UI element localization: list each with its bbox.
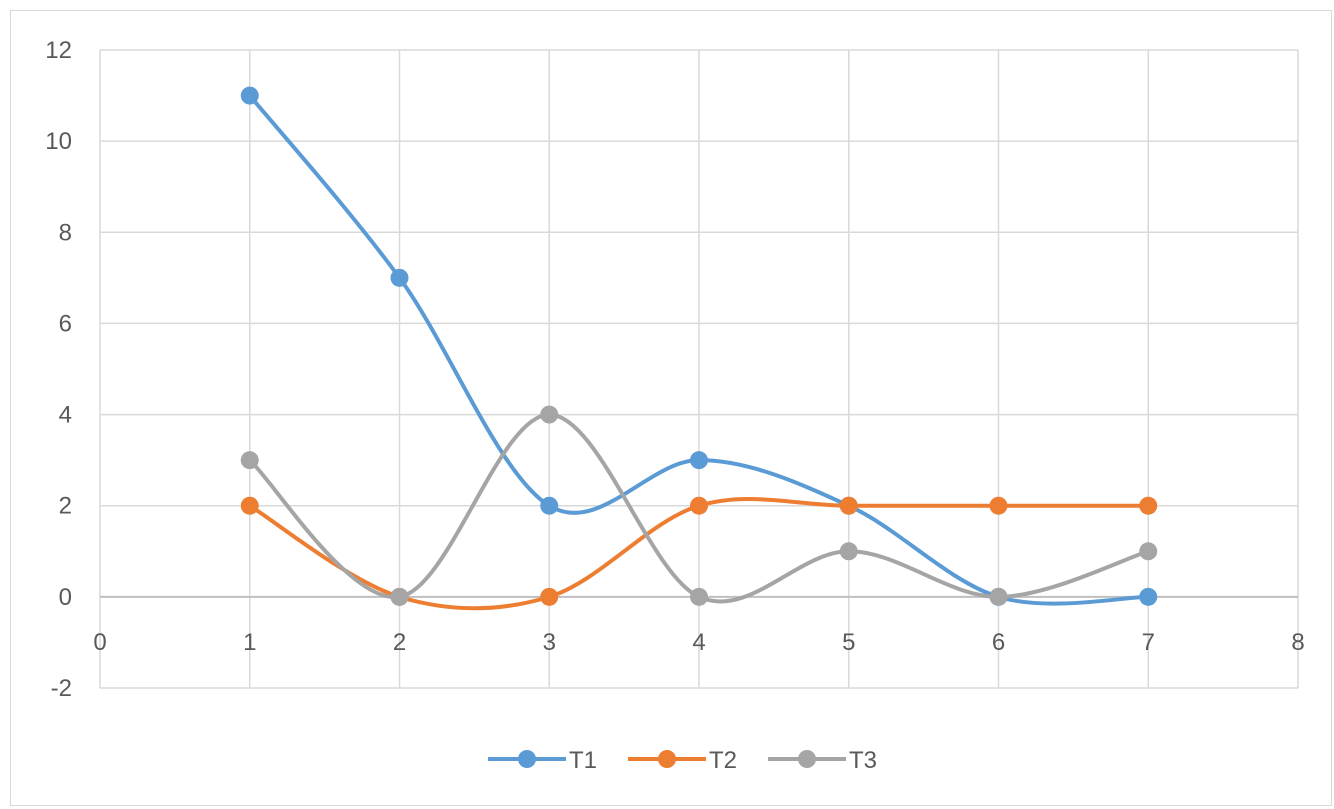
y-tick-label: 8 xyxy=(59,219,72,246)
x-tick-label: 3 xyxy=(543,629,556,656)
data-point xyxy=(1139,542,1158,561)
y-axis-tick-labels: -2 0 2 4 6 8 10 12 xyxy=(45,37,72,702)
x-tick-label: 2 xyxy=(393,629,406,656)
gridlines xyxy=(99,49,1299,689)
data-point xyxy=(240,451,259,470)
series-group xyxy=(240,86,1158,611)
data-point xyxy=(989,587,1008,606)
legend-item-t1: T1 xyxy=(488,747,597,774)
x-tick-label: 4 xyxy=(692,629,705,656)
y-tick-label: 4 xyxy=(59,402,72,429)
legend-item-t3: T3 xyxy=(768,747,877,774)
data-point xyxy=(690,451,708,470)
x-tick-label: 7 xyxy=(1142,629,1155,656)
data-point xyxy=(540,496,559,515)
x-axis-tick-labels: 0 1 2 3 4 5 6 7 8 xyxy=(93,629,1304,656)
data-point xyxy=(240,496,259,515)
x-tick-label: 5 xyxy=(842,629,855,656)
y-tick-label: 2 xyxy=(59,493,72,520)
y-tick-label: -2 xyxy=(51,675,72,702)
y-tick-label: 0 xyxy=(59,584,72,611)
data-point xyxy=(839,496,858,515)
legend-label: T1 xyxy=(569,747,597,774)
data-point xyxy=(1139,496,1158,515)
x-tick-label: 1 xyxy=(243,629,256,656)
data-point xyxy=(390,587,409,606)
data-point xyxy=(690,587,708,606)
legend-item-t2: T2 xyxy=(628,747,737,774)
data-point xyxy=(1139,587,1158,606)
x-tick-label: 0 xyxy=(93,629,106,656)
legend-swatch-marker xyxy=(658,750,676,768)
x-tick-label: 6 xyxy=(992,629,1005,656)
y-tick-label: 10 xyxy=(45,128,72,155)
data-point xyxy=(989,496,1008,515)
y-tick-label: 12 xyxy=(45,37,72,64)
legend-label: T2 xyxy=(709,747,737,774)
data-point xyxy=(839,542,858,561)
legend-label: T3 xyxy=(849,747,877,774)
data-point xyxy=(390,268,409,287)
legend-swatch-marker xyxy=(798,750,816,768)
data-point xyxy=(540,405,559,424)
series-t3 xyxy=(240,405,1158,606)
data-point xyxy=(540,587,559,606)
chart-frame xyxy=(10,10,1332,806)
legend: T1 T2 T3 xyxy=(488,747,877,774)
x-tick-label: 8 xyxy=(1291,629,1304,656)
y-tick-label: 6 xyxy=(59,310,72,337)
data-point xyxy=(690,496,708,515)
data-point xyxy=(240,86,259,105)
legend-swatch-marker xyxy=(518,750,536,768)
